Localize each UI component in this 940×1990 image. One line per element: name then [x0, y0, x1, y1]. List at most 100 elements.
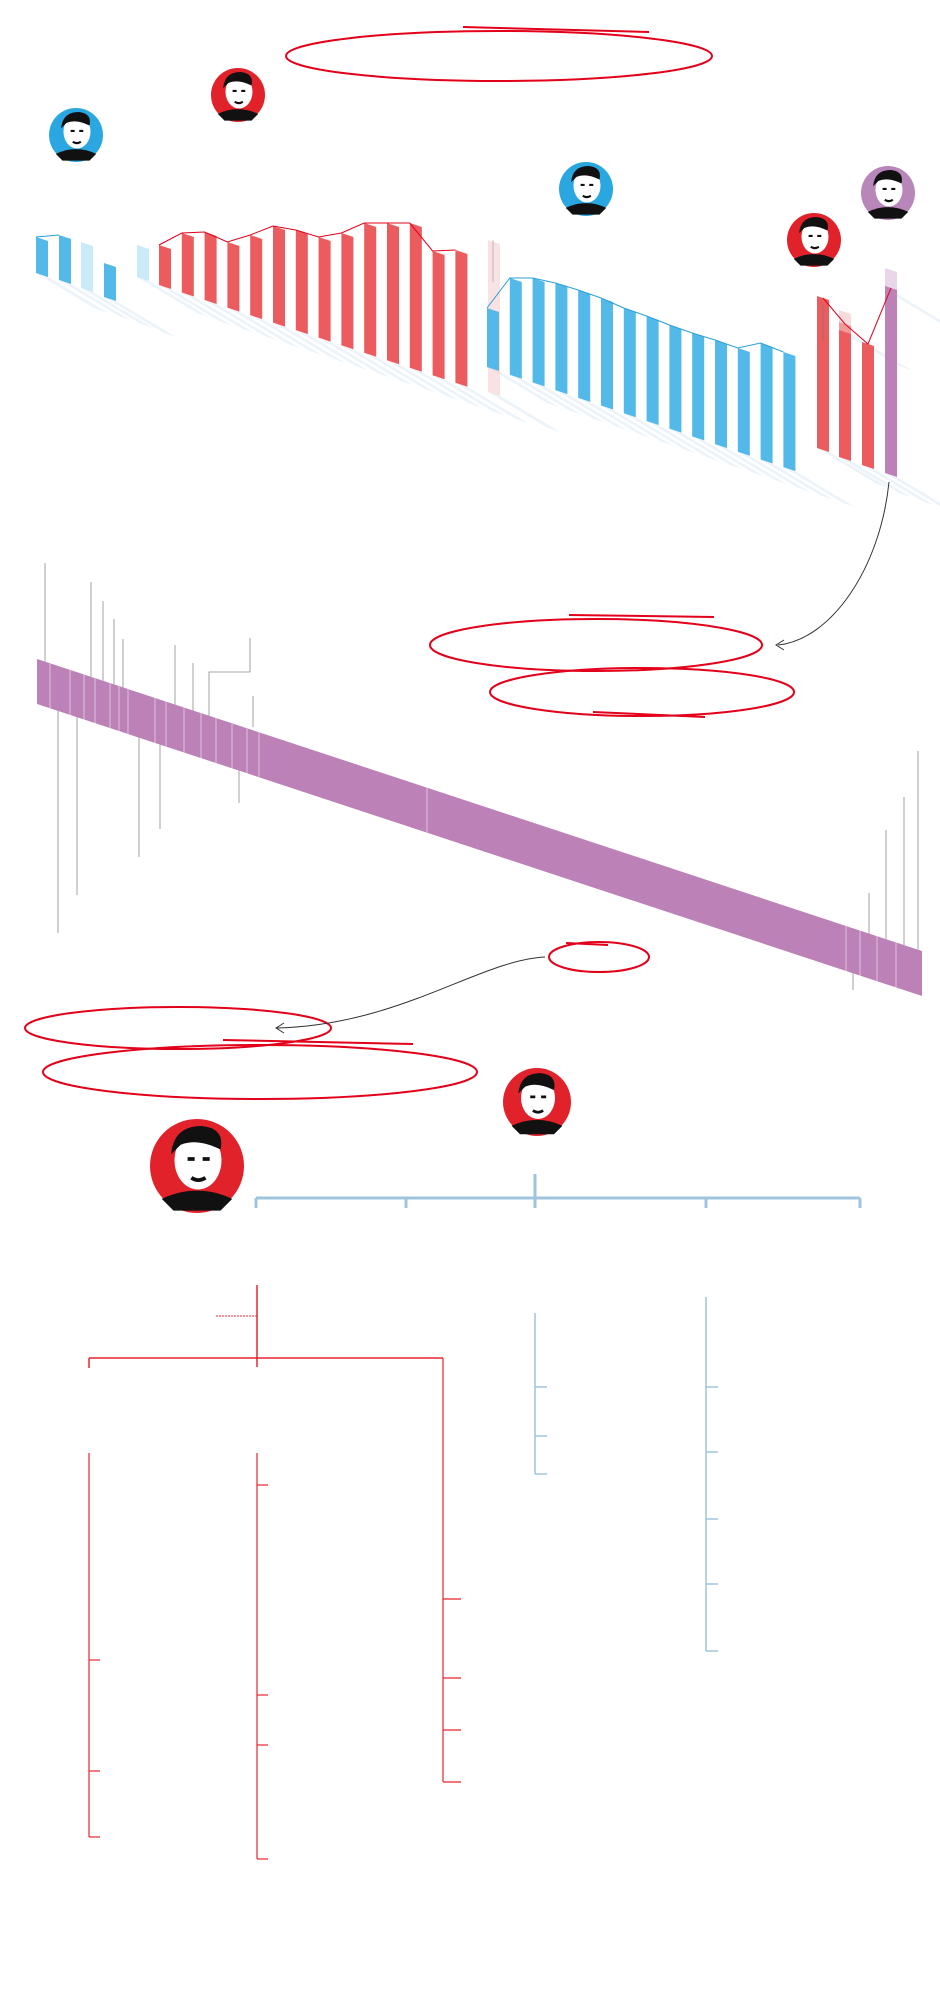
portrait-face — [174, 1131, 222, 1190]
blue-bar — [783, 352, 796, 472]
portrait-hair — [873, 170, 902, 187]
curved-arrow-icon — [276, 956, 546, 1029]
bar-shadow — [295, 330, 368, 371]
red-bar — [341, 233, 354, 350]
portrait-shoulders — [511, 1119, 563, 1135]
bar-chart — [36, 223, 897, 477]
hand-drawn-stroke — [565, 942, 609, 946]
hand-drawn-ellipse-icon — [24, 1006, 332, 1050]
bar-shadow — [409, 367, 482, 408]
bar-shadow — [36, 273, 108, 313]
portrait-red-party-icon — [503, 1068, 571, 1136]
portrait-hair — [518, 1073, 555, 1094]
portrait-features — [882, 187, 896, 203]
red-bar — [432, 251, 445, 380]
blue-bar — [715, 340, 727, 449]
hierarchy-tree — [88, 1174, 862, 1860]
portrait-hair — [799, 217, 828, 234]
hand-drawn-stroke — [592, 711, 706, 718]
red-bar — [455, 250, 468, 387]
portrait-shoulders — [867, 207, 909, 219]
portrait-face — [801, 220, 829, 254]
portrait-face — [63, 115, 91, 149]
blue-bar — [623, 308, 636, 418]
hand-drawn-ellipse-icon — [489, 667, 795, 717]
blue-bar — [509, 278, 522, 379]
red-bar — [181, 233, 194, 297]
bar-shadow — [488, 392, 560, 432]
bar-shadow — [715, 444, 787, 485]
blue-bar — [36, 237, 48, 277]
bar-shadow — [341, 345, 414, 386]
curved-arrow-icon — [777, 481, 890, 646]
trend-lines — [35, 222, 892, 353]
red-bar — [159, 245, 171, 289]
portrait-hair — [61, 112, 90, 129]
bar-shadow — [646, 420, 719, 461]
blue-bar — [737, 348, 750, 456]
blue-bar — [555, 283, 568, 395]
hand-drawn-stroke — [222, 1039, 414, 1045]
blue-bar — [104, 263, 116, 301]
bar-shadow — [817, 448, 889, 488]
bar-shadow — [578, 397, 651, 438]
hand-drawn-ellipse-icon — [548, 941, 650, 973]
red-bar — [387, 223, 399, 365]
portrait-face — [225, 75, 253, 109]
bar-shadow — [250, 315, 323, 356]
bar-shadow — [783, 467, 856, 508]
bar-shadow — [885, 290, 940, 323]
leader-line — [208, 638, 251, 716]
red-bar — [204, 232, 217, 305]
portrait-hair — [571, 166, 600, 183]
red-bar — [364, 223, 377, 357]
blue-bar — [578, 290, 591, 402]
bar-shadow — [885, 473, 940, 506]
annotations — [24, 26, 890, 1100]
blue-trend-line — [35, 234, 60, 238]
bar-shadow — [159, 285, 231, 325]
bar-shadow — [623, 413, 696, 454]
portrait-features — [580, 183, 594, 199]
blue-bar — [692, 333, 705, 441]
portrait-face — [521, 1076, 555, 1120]
purple-bar — [885, 286, 897, 477]
bar-shadow — [273, 322, 345, 363]
bar-shadow — [364, 352, 437, 393]
red-bar — [839, 322, 851, 461]
portrait-features — [808, 234, 822, 250]
bar-shadow — [555, 390, 628, 431]
portrait-blue-party-icon — [49, 108, 103, 162]
portrait-shoulders — [217, 109, 259, 121]
portrait-features — [530, 1095, 547, 1114]
portrait-face — [573, 169, 601, 203]
faded-red-bar — [839, 310, 851, 334]
portraits — [49, 68, 915, 1213]
bar-shadow — [181, 292, 254, 333]
bar-shadow — [104, 297, 176, 337]
hand-drawn-ellipse-icon — [42, 1044, 478, 1100]
blue-bar — [601, 298, 613, 410]
portrait-features — [70, 129, 84, 145]
bar-shadow — [737, 451, 810, 492]
bar-shadow — [509, 374, 582, 415]
bar-shadow — [862, 465, 934, 505]
blue-trend-line — [486, 277, 784, 353]
bar-shadow — [487, 367, 559, 407]
red-bar — [227, 242, 240, 312]
bar-shadow — [692, 436, 765, 477]
bar-shadow — [669, 428, 742, 469]
purple-timeline-band — [37, 659, 922, 996]
red-bar — [295, 230, 308, 335]
bar-shadow — [601, 405, 673, 446]
portrait-hair — [223, 72, 252, 89]
bar-shadow — [227, 307, 300, 348]
bar-shadow — [137, 277, 209, 317]
red-trend-line — [822, 287, 892, 345]
portrait-shoulders — [793, 254, 835, 266]
portrait-hair — [171, 1126, 222, 1155]
hand-drawn-ellipse-icon — [285, 30, 713, 82]
hand-drawn-ellipse-icon — [429, 618, 763, 672]
red-bar — [318, 237, 331, 342]
